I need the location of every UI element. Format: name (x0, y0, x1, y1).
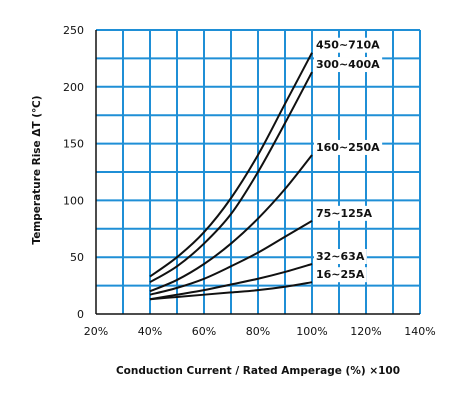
series-label: 300~400A (316, 58, 380, 71)
series-label-bg (314, 249, 367, 265)
series-label-bg (314, 139, 383, 155)
series-label-bg (314, 57, 383, 73)
series-label-bg (314, 267, 367, 283)
x-tick-label: 40% (138, 325, 162, 338)
y-tick-label: 100 (63, 194, 84, 207)
series-line (149, 263, 313, 301)
x-tick-label: 100% (296, 325, 327, 338)
x-tick-label: 80% (246, 325, 270, 338)
axes (95, 29, 421, 315)
series-line (149, 219, 313, 296)
series-labels: 450~710A 300~400A 160~250A 75~125A 32~63A 16~… (314, 37, 383, 283)
series-label: 160~250A (316, 141, 380, 154)
series-label: 32~63A (316, 250, 365, 263)
y-tick-label: 0 (77, 308, 84, 321)
series-lines (149, 52, 313, 301)
x-tick-label: 140% (404, 325, 435, 338)
series-label: 75~125A (316, 207, 372, 220)
y-tick-label: 50 (70, 251, 84, 264)
series-line (149, 281, 313, 301)
series-label: 16~25A (316, 268, 365, 281)
series-line (149, 71, 313, 284)
series-label: 450~710A (316, 39, 380, 52)
y-tick-label: 200 (63, 81, 84, 94)
x-tick-label: 120% (350, 325, 381, 338)
tick-labels: 20% 40% 60% 80% 100% 120% 140% 0 50 100 150 200 250 (63, 24, 436, 338)
x-tick-label: 60% (192, 325, 216, 338)
x-tick-label: 20% (84, 325, 108, 338)
series-label-bg (314, 205, 375, 221)
series-line (149, 154, 313, 293)
series-line (149, 52, 313, 278)
x-axis-title: Conduction Current / Rated Amperage (%) … (116, 365, 400, 377)
series-label-bg (314, 37, 383, 53)
y-tick-label: 250 (63, 24, 84, 37)
y-tick-label: 150 (63, 138, 84, 151)
y-axis-title: Temperature Rise ΔT (℃) (31, 95, 43, 244)
